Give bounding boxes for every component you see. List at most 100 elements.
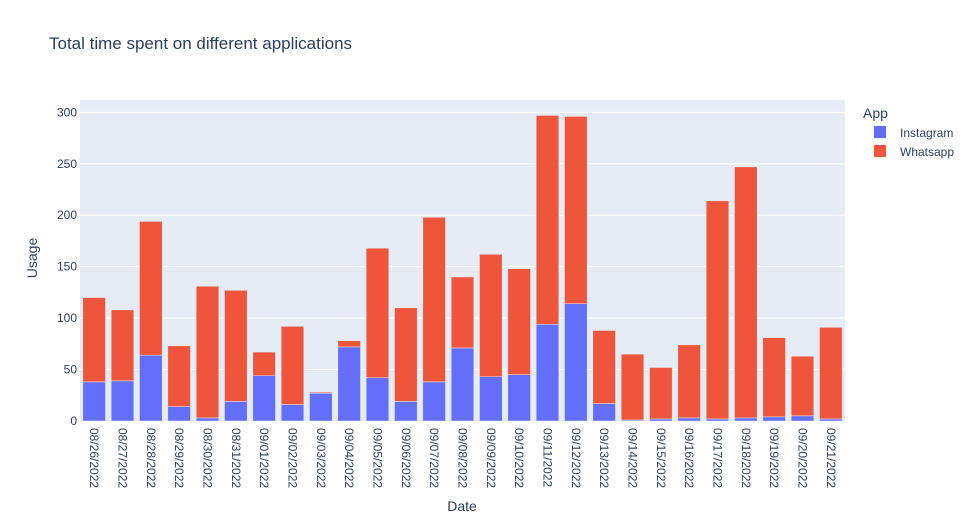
legend-title: App bbox=[863, 105, 888, 121]
x-tick-label: 09/19/2022 bbox=[767, 428, 781, 488]
legend-label-instagram: Instagram bbox=[900, 126, 954, 140]
bar-instagram[interactable] bbox=[337, 346, 361, 422]
x-tick-label: 09/07/2022 bbox=[427, 428, 441, 488]
bar-whatsapp[interactable] bbox=[280, 326, 305, 405]
bar-whatsapp[interactable] bbox=[82, 297, 106, 383]
y-tick-label: 50 bbox=[64, 363, 78, 377]
bar-whatsapp[interactable] bbox=[224, 290, 248, 402]
bar-instagram[interactable] bbox=[677, 417, 701, 422]
bar-instagram[interactable] bbox=[790, 415, 815, 422]
bar-instagram[interactable] bbox=[450, 347, 475, 422]
x-tick-label: 09/03/2022 bbox=[314, 428, 328, 488]
x-tick-labels: 08/26/2022 08/27/2022 08/28/2022 08/29/2022… bbox=[87, 428, 838, 488]
bar-whatsapp[interactable] bbox=[309, 391, 333, 394]
bar-whatsapp[interactable] bbox=[394, 307, 418, 402]
x-tick-label: 09/13/2022 bbox=[597, 428, 611, 488]
bar-whatsapp[interactable] bbox=[819, 327, 843, 420]
bar-whatsapp[interactable] bbox=[110, 309, 135, 382]
x-tick-label: 08/29/2022 bbox=[172, 428, 186, 488]
bar-whatsapp[interactable] bbox=[762, 337, 786, 418]
y-tick-label: 100 bbox=[57, 311, 77, 325]
x-tick-label: 09/06/2022 bbox=[399, 428, 413, 488]
bar-whatsapp[interactable] bbox=[734, 166, 758, 419]
x-tick-label: 09/16/2022 bbox=[682, 428, 696, 488]
bar-instagram[interactable] bbox=[762, 416, 786, 422]
bar-whatsapp[interactable] bbox=[365, 247, 390, 379]
bar-whatsapp[interactable] bbox=[337, 340, 361, 348]
bar-whatsapp[interactable] bbox=[790, 355, 815, 417]
legend-label-whatsapp: Whatsapp bbox=[900, 145, 955, 159]
bar-whatsapp[interactable] bbox=[195, 285, 220, 419]
bar-whatsapp[interactable] bbox=[620, 353, 645, 421]
bar-instagram[interactable] bbox=[705, 418, 730, 422]
bar-instagram[interactable] bbox=[365, 377, 390, 422]
y-tick-label: 150 bbox=[57, 260, 77, 274]
bar-instagram[interactable] bbox=[309, 392, 333, 422]
x-tick-label: 09/17/2022 bbox=[711, 428, 725, 488]
bar-whatsapp[interactable] bbox=[450, 276, 475, 349]
bar-whatsapp[interactable] bbox=[592, 330, 616, 404]
x-tick-label: 09/05/2022 bbox=[371, 428, 385, 488]
bar-whatsapp[interactable] bbox=[677, 344, 701, 419]
legend-swatch-whatsapp bbox=[874, 145, 886, 157]
x-tick-label: 09/04/2022 bbox=[342, 428, 356, 488]
bars-group bbox=[82, 115, 843, 422]
x-tick-label: 09/20/2022 bbox=[796, 428, 810, 488]
bar-instagram[interactable] bbox=[564, 303, 588, 422]
bar-instagram[interactable] bbox=[734, 417, 758, 422]
bar-instagram[interactable] bbox=[535, 324, 560, 422]
x-tick-label: 08/28/2022 bbox=[144, 428, 158, 488]
x-axis-title: Date bbox=[447, 498, 477, 514]
bar-instagram[interactable] bbox=[507, 374, 531, 422]
y-axis-title: Usage bbox=[24, 237, 40, 279]
x-tick-label: 09/14/2022 bbox=[626, 428, 640, 488]
x-tick-label: 08/30/2022 bbox=[201, 428, 215, 488]
bar-whatsapp[interactable] bbox=[507, 268, 531, 375]
y-tick-label: 250 bbox=[57, 157, 77, 171]
legend-swatch-instagram bbox=[874, 126, 886, 138]
bar-whatsapp[interactable] bbox=[649, 367, 673, 420]
x-tick-label: 09/09/2022 bbox=[484, 428, 498, 488]
x-tick-label: 09/18/2022 bbox=[739, 428, 753, 488]
bar-instagram[interactable] bbox=[422, 381, 446, 422]
bar-instagram[interactable] bbox=[280, 404, 305, 422]
bar-whatsapp[interactable] bbox=[705, 200, 730, 420]
bar-whatsapp[interactable] bbox=[564, 116, 588, 304]
bar-instagram[interactable] bbox=[649, 418, 673, 422]
y-tick-label: 300 bbox=[57, 105, 77, 119]
x-tick-label: 08/31/2022 bbox=[229, 428, 243, 488]
x-tick-label: 09/12/2022 bbox=[569, 428, 583, 488]
y-tick-label: 200 bbox=[57, 208, 77, 222]
bar-whatsapp[interactable] bbox=[167, 345, 191, 407]
x-tick-label: 09/08/2022 bbox=[456, 428, 470, 488]
bar-whatsapp[interactable] bbox=[252, 351, 276, 376]
bar-whatsapp[interactable] bbox=[139, 221, 163, 356]
x-tick-label: 09/10/2022 bbox=[512, 428, 526, 488]
x-tick-label: 09/01/2022 bbox=[257, 428, 271, 488]
chart-title: Total time spent on different applicatio… bbox=[49, 34, 353, 53]
bar-instagram[interactable] bbox=[394, 401, 418, 422]
bar-instagram[interactable] bbox=[167, 406, 191, 422]
x-tick-label: 09/11/2022 bbox=[541, 428, 555, 487]
y-tick-labels: 0 50 100 150 200 250 300 bbox=[57, 105, 77, 428]
bar-instagram[interactable] bbox=[592, 403, 616, 422]
bar-instagram[interactable] bbox=[82, 381, 106, 422]
bar-instagram[interactable] bbox=[195, 417, 220, 422]
bar-instagram[interactable] bbox=[479, 376, 503, 422]
x-tick-label: 09/15/2022 bbox=[654, 428, 668, 488]
bar-whatsapp[interactable] bbox=[479, 254, 503, 378]
bar-whatsapp[interactable] bbox=[422, 217, 446, 383]
x-tick-label: 08/26/2022 bbox=[87, 428, 101, 488]
x-tick-label: 09/02/2022 bbox=[286, 428, 300, 488]
x-tick-label: 09/21/2022 bbox=[824, 428, 838, 488]
x-tick-label: 08/27/2022 bbox=[116, 428, 130, 488]
y-tick-label: 0 bbox=[70, 414, 77, 428]
bar-whatsapp[interactable] bbox=[535, 115, 560, 325]
bar-instagram[interactable] bbox=[139, 354, 163, 422]
bar-instagram[interactable] bbox=[252, 375, 276, 422]
bar-instagram[interactable] bbox=[819, 418, 843, 422]
bar-instagram[interactable] bbox=[110, 380, 135, 422]
bar-instagram[interactable] bbox=[224, 401, 248, 422]
